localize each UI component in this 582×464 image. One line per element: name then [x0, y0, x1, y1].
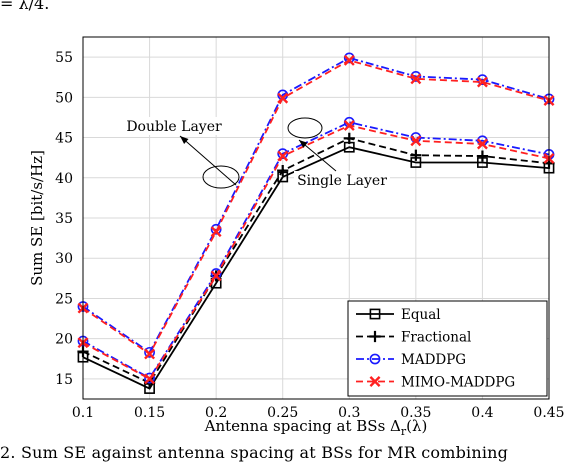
data-point	[476, 150, 489, 162]
legend-marker	[369, 376, 381, 387]
legend-item-equal: Equal	[356, 307, 441, 323]
legend-marker	[369, 353, 381, 365]
x-axis-label: Antenna spacing at BSs Δr(λ)	[204, 417, 428, 438]
single-layer-label-bg	[294, 171, 390, 189]
x-tick-label: 0.3	[338, 405, 360, 421]
data-point	[144, 348, 156, 360]
legend-label: Equal	[401, 307, 441, 323]
series-line	[82, 124, 550, 381]
arrow-head	[299, 140, 308, 148]
x-tick-label: 0.2	[205, 405, 227, 421]
data-point	[476, 138, 488, 150]
data-point	[477, 74, 488, 86]
series-line	[82, 146, 550, 390]
legend-item-fractional: Fractional	[356, 330, 471, 346]
y-axis-label: Sum SE [bit/s/Hz]	[28, 150, 46, 286]
arrow-head	[180, 136, 189, 145]
data-point	[210, 223, 222, 235]
data-point	[144, 346, 155, 358]
data-point	[144, 373, 156, 385]
x-tick-label: 0.15	[134, 405, 165, 421]
data-point	[343, 120, 355, 131]
y-tick-label: 20	[55, 332, 73, 348]
legend-label: Fractional	[401, 330, 471, 346]
x-tick-label: 0.4	[471, 405, 493, 421]
y-tick-label: 25	[55, 291, 73, 307]
legend-item-mimo-maddpg: MIMO-MADDPG	[356, 375, 515, 391]
x-tick-label: 0.35	[400, 405, 431, 421]
x-tick-label: 0.1	[72, 405, 94, 421]
single-layer-arrow	[298, 139, 337, 172]
single-layer-ellipse	[287, 117, 323, 139]
double-layer-ellipse	[202, 165, 240, 189]
data-point	[343, 54, 355, 66]
y-tick-label: 30	[55, 251, 73, 267]
y-tick-label: 35	[55, 211, 73, 227]
y-tick-label: 50	[55, 90, 73, 106]
y-tick-label: 15	[55, 372, 73, 388]
figure-caption-fragment: 2. Sum SE against antenna spacing at BSs…	[0, 443, 509, 462]
data-point	[144, 372, 155, 384]
caption-fragment-top: = λ/4.	[0, 0, 50, 13]
double-layer-label: Double Layer	[126, 119, 222, 135]
legend-marker	[369, 308, 381, 320]
series-line	[82, 137, 550, 385]
data-point	[343, 132, 355, 144]
y-tick-label: 45	[55, 131, 73, 147]
data-point	[210, 268, 222, 279]
double-layer-label-bg	[124, 117, 223, 135]
legend-item-maddpg: MADDPG	[356, 352, 466, 368]
data-point	[277, 92, 289, 104]
x-tick-label: 0.25	[267, 405, 298, 421]
arrow-shaft	[179, 135, 237, 186]
x-tick-label: 0.45	[533, 405, 564, 421]
data-point	[410, 149, 422, 161]
data-point	[410, 135, 422, 147]
legend: Equal Fractional MADDPG MIMO-MADDPG	[347, 300, 548, 397]
series-line	[82, 121, 550, 380]
data-point	[210, 226, 222, 238]
legend-label: MADDPG	[401, 352, 466, 368]
y-tick-label: 55	[55, 50, 73, 66]
plot-frame	[82, 36, 550, 400]
double-layer-arrow	[179, 135, 237, 186]
data-point	[410, 73, 422, 85]
legend-box	[347, 300, 548, 397]
single-layer-label: Single Layer	[297, 173, 387, 189]
data-point	[277, 164, 289, 177]
legend-label: MIMO-MADDPG	[401, 375, 515, 391]
legend-marker	[369, 330, 381, 343]
data-point	[410, 71, 422, 82]
data-point	[210, 270, 222, 282]
annotations: Double Layer Single Layer	[124, 117, 390, 189]
data-point	[277, 148, 289, 160]
series-line	[82, 59, 550, 356]
series-line	[82, 56, 550, 354]
data-point	[343, 52, 355, 64]
y-tick-label: 40	[55, 171, 73, 187]
data-point	[476, 76, 488, 88]
data-point	[277, 150, 289, 162]
